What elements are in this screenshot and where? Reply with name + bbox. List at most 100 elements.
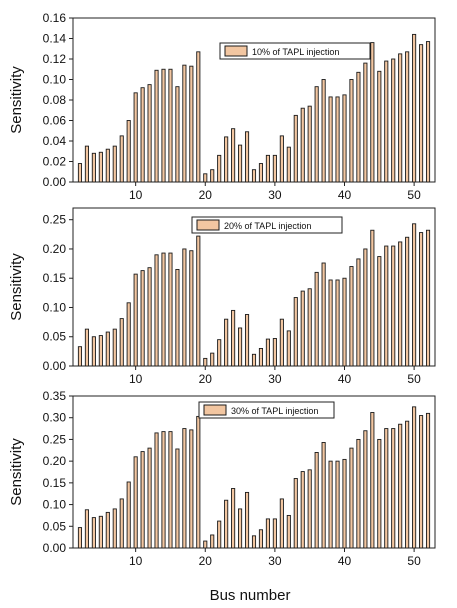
y-tick-label: 0.25: [43, 213, 67, 227]
bar: [224, 499, 229, 549]
bar: [161, 431, 166, 549]
chart-panel-2: 0.00 0.05 0.10 0.15 0.20 0.25 10 20 30 40 50 Sensit…: [8, 207, 436, 386]
bar: [168, 68, 173, 183]
bar: [307, 105, 312, 183]
bar: [405, 420, 410, 549]
bar: [328, 279, 333, 367]
bar: [321, 79, 326, 183]
bar: [244, 314, 250, 367]
bar: [398, 241, 403, 367]
bar: [425, 412, 431, 549]
bar: [140, 87, 145, 183]
bar: [126, 302, 131, 367]
bar: [154, 432, 159, 549]
y-tick-label: 0.05: [43, 519, 67, 533]
bar: [175, 448, 180, 549]
y-tick-label: 0.08: [43, 93, 67, 107]
bar: [98, 335, 103, 367]
bar: [370, 412, 375, 549]
y-tick-label: 0.35: [43, 389, 67, 403]
y-tick-label: 0.16: [43, 11, 67, 25]
y-tick-label: 0.00: [43, 541, 67, 555]
bar: [224, 136, 229, 183]
bar: [217, 520, 222, 549]
y-tick-label: 0.25: [43, 432, 67, 446]
bar: [244, 491, 250, 549]
legend: 20% of TAPL injection: [191, 216, 343, 234]
bar: [105, 331, 110, 367]
bar: [182, 248, 187, 367]
bar: [349, 79, 354, 183]
bar: [98, 515, 103, 549]
bar: [265, 338, 270, 367]
bar: [182, 64, 187, 183]
bar: [217, 339, 222, 367]
y-tick-label: 0.30: [43, 411, 67, 425]
bar: [91, 517, 96, 549]
bar: [335, 96, 340, 183]
bar: [349, 447, 354, 549]
x-tick-label: 40: [338, 372, 352, 386]
bar: [84, 328, 89, 367]
bar: [258, 347, 264, 367]
bar: [175, 268, 180, 367]
y-tick-label: 0.06: [43, 114, 67, 128]
bar: [412, 33, 417, 183]
bar: [293, 297, 298, 367]
bar: [196, 235, 201, 367]
bar: [384, 245, 389, 367]
bar: [370, 229, 375, 367]
bar: [119, 498, 124, 549]
y-tick-label: 0.02: [43, 155, 67, 169]
y-tick-label: 0.14: [43, 32, 67, 46]
bar: [265, 518, 270, 549]
bar: [377, 438, 382, 549]
x-tick-label: 30: [268, 372, 282, 386]
bar: [196, 51, 201, 183]
bar: [425, 41, 431, 183]
bar: [210, 169, 215, 183]
bar: [133, 273, 138, 367]
y-tick-label: 0.20: [43, 242, 67, 256]
bar: [224, 318, 229, 367]
bar: [231, 309, 236, 367]
y-axis-label: Sensitivity: [8, 253, 25, 321]
bar: [168, 252, 173, 367]
bar: [272, 154, 277, 183]
bar: [217, 154, 222, 183]
y-tick-label: 0.15: [43, 476, 67, 490]
bar: [328, 460, 333, 549]
y-tick-label: 0.00: [43, 359, 67, 373]
bar: [419, 44, 424, 183]
bar: [251, 169, 257, 183]
bar: [147, 267, 152, 367]
x-axis-label: Bus number: [210, 587, 291, 604]
bar: [258, 163, 264, 183]
bar: [272, 338, 277, 367]
bar: [231, 128, 236, 183]
bar: [300, 290, 305, 367]
x-tick-label: 10: [129, 188, 143, 202]
bar: [405, 236, 410, 367]
bar: [377, 70, 382, 183]
bar: [203, 540, 208, 549]
bar: [238, 508, 243, 549]
bar: [147, 447, 152, 549]
x-tick-label: 20: [199, 554, 213, 568]
bar: [105, 511, 110, 549]
bar: [210, 534, 215, 549]
bar: [98, 151, 103, 183]
bar: [391, 428, 396, 549]
panels: 0.00 0.02 0.04 0.06 0.08 0.10 0.12 0.14 0.16 10 20…: [8, 11, 436, 568]
bar: [370, 42, 375, 183]
bar: [391, 58, 396, 183]
bar: [154, 69, 159, 183]
bar: [419, 232, 424, 367]
bar: [279, 318, 284, 367]
bar: [244, 131, 250, 183]
legend-box: [191, 216, 343, 234]
legend: 30% of TAPL injection: [198, 401, 335, 419]
legend: 10% of TAPL injection: [219, 42, 371, 60]
bar: [328, 96, 333, 183]
